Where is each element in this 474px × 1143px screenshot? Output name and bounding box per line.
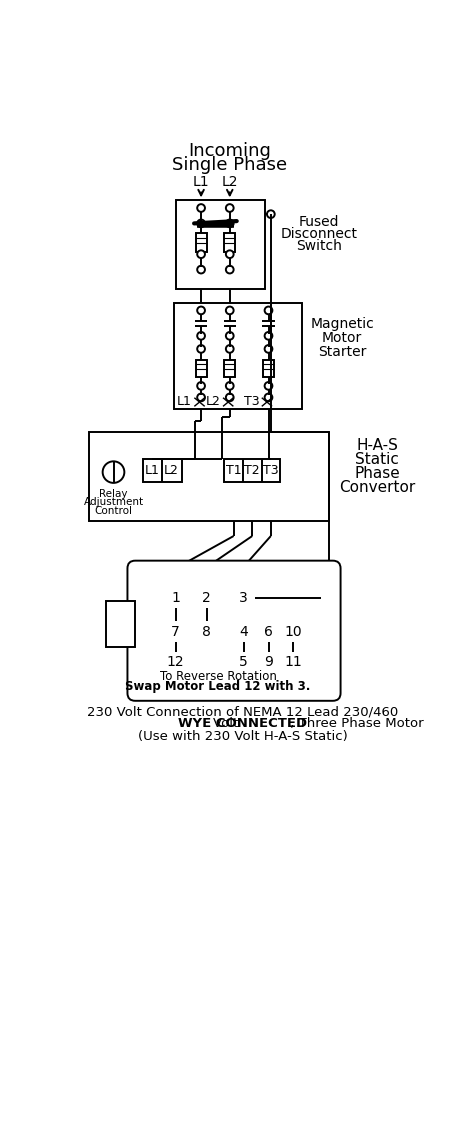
- Text: 10: 10: [284, 624, 302, 639]
- Text: L1: L1: [145, 464, 160, 477]
- Circle shape: [164, 586, 186, 608]
- Circle shape: [226, 393, 234, 401]
- Text: Adjustment: Adjustment: [83, 497, 144, 507]
- Circle shape: [233, 621, 255, 642]
- Circle shape: [267, 210, 275, 218]
- Circle shape: [226, 345, 234, 353]
- Circle shape: [283, 652, 304, 673]
- Text: Fused: Fused: [299, 215, 339, 229]
- Circle shape: [197, 219, 205, 227]
- Text: 7: 7: [171, 624, 180, 639]
- Text: Swap Motor Lead 12 with 3.: Swap Motor Lead 12 with 3.: [126, 680, 311, 694]
- Text: L2: L2: [206, 394, 220, 408]
- Circle shape: [196, 586, 218, 608]
- Bar: [224, 360, 235, 377]
- Text: Volt: Volt: [213, 718, 243, 730]
- Text: Starter: Starter: [318, 345, 366, 359]
- Circle shape: [264, 345, 273, 353]
- Text: T2: T2: [245, 464, 260, 477]
- Circle shape: [226, 205, 234, 211]
- Text: T3: T3: [263, 464, 279, 477]
- Text: T1: T1: [226, 464, 241, 477]
- Text: T3: T3: [244, 394, 259, 408]
- Bar: [175, 200, 264, 289]
- Text: 12: 12: [167, 655, 184, 670]
- Bar: [196, 360, 207, 377]
- Circle shape: [197, 331, 205, 339]
- Bar: [143, 459, 182, 482]
- Bar: [89, 432, 329, 520]
- Text: L1: L1: [177, 394, 192, 408]
- Text: Phase: Phase: [354, 466, 400, 481]
- Text: 11: 11: [284, 655, 302, 670]
- Text: Incoming: Incoming: [188, 142, 271, 160]
- Text: Magnetic: Magnetic: [310, 318, 374, 331]
- Circle shape: [197, 382, 205, 390]
- Bar: [263, 360, 274, 377]
- Text: 1: 1: [171, 591, 180, 605]
- FancyBboxPatch shape: [128, 561, 341, 701]
- Text: Disconnect: Disconnect: [281, 227, 357, 241]
- Circle shape: [226, 382, 234, 390]
- Text: , Three Phase Motor: , Three Phase Motor: [285, 718, 423, 730]
- Text: 2: 2: [202, 591, 211, 605]
- Circle shape: [197, 205, 205, 211]
- Text: L2: L2: [164, 464, 179, 477]
- Text: 9: 9: [264, 655, 273, 670]
- Bar: [224, 233, 235, 251]
- Circle shape: [103, 462, 124, 482]
- Circle shape: [264, 306, 273, 314]
- Bar: [224, 459, 280, 482]
- Circle shape: [197, 250, 205, 258]
- Circle shape: [226, 250, 234, 258]
- Bar: [196, 233, 207, 251]
- Text: 3: 3: [239, 591, 248, 605]
- Circle shape: [233, 586, 255, 608]
- Circle shape: [233, 652, 255, 673]
- Text: Convertor: Convertor: [339, 480, 415, 495]
- Text: Motor: Motor: [322, 331, 362, 345]
- Text: Single Phase: Single Phase: [172, 155, 287, 174]
- Bar: [174, 303, 302, 409]
- Circle shape: [258, 652, 279, 673]
- Circle shape: [197, 345, 205, 353]
- Text: L1: L1: [193, 175, 210, 189]
- Circle shape: [197, 393, 205, 401]
- Circle shape: [264, 331, 273, 339]
- Bar: [106, 601, 135, 647]
- Text: 230 Volt Connection of NEMA 12 Lead 230/460: 230 Volt Connection of NEMA 12 Lead 230/…: [87, 705, 399, 718]
- Text: Switch: Switch: [296, 240, 342, 254]
- Text: H-A-S: H-A-S: [356, 439, 398, 454]
- Circle shape: [164, 652, 186, 673]
- Text: Control: Control: [94, 505, 133, 515]
- Circle shape: [258, 621, 279, 642]
- Text: Static: Static: [355, 453, 399, 467]
- Text: WYE CONNECTED: WYE CONNECTED: [178, 718, 308, 730]
- Text: 6: 6: [264, 624, 273, 639]
- Circle shape: [197, 306, 205, 314]
- Text: 5: 5: [239, 655, 248, 670]
- Circle shape: [264, 382, 273, 390]
- Text: To Reverse Rotation: To Reverse Rotation: [160, 670, 276, 682]
- Circle shape: [264, 393, 273, 401]
- Circle shape: [164, 621, 186, 642]
- Text: L2: L2: [221, 175, 238, 189]
- Text: (Use with 230 Volt H-A-S Static): (Use with 230 Volt H-A-S Static): [138, 729, 348, 743]
- Circle shape: [226, 219, 234, 227]
- Text: Relay: Relay: [99, 489, 128, 498]
- Circle shape: [196, 621, 218, 642]
- Circle shape: [226, 331, 234, 339]
- Circle shape: [283, 621, 304, 642]
- Circle shape: [226, 266, 234, 273]
- Text: 8: 8: [202, 624, 211, 639]
- Circle shape: [197, 266, 205, 273]
- Text: 4: 4: [239, 624, 248, 639]
- Circle shape: [226, 306, 234, 314]
